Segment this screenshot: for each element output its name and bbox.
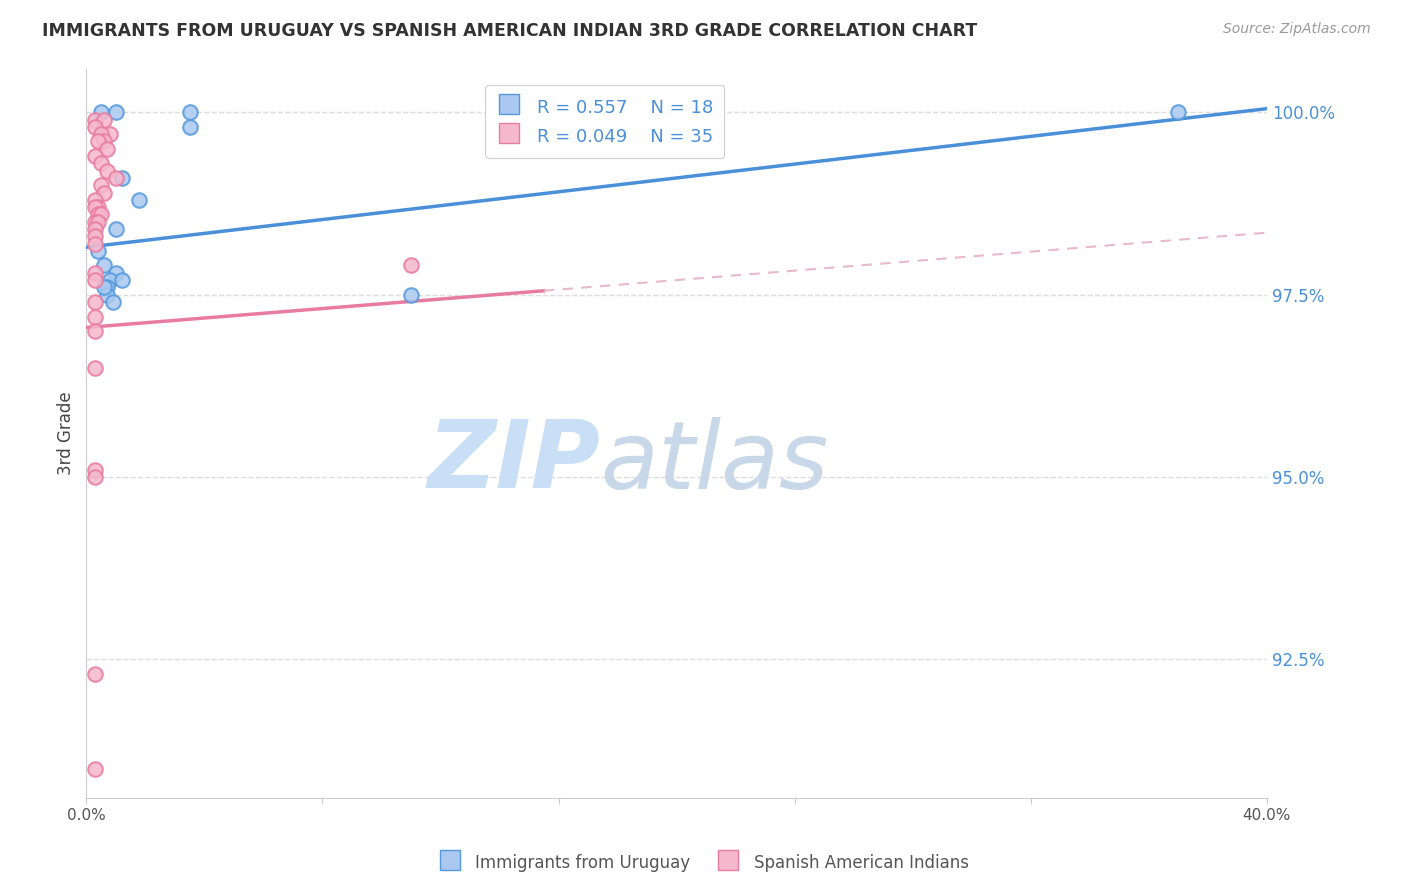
Point: [90, 156, 112, 170]
Point: [90, 105, 112, 120]
Point: [1167, 105, 1189, 120]
Point: [98, 273, 121, 287]
Point: [87, 207, 110, 221]
Point: [90, 207, 112, 221]
Text: IMMIGRANTS FROM URUGUAY VS SPANISH AMERICAN INDIAN 3RD GRADE CORRELATION CHART: IMMIGRANTS FROM URUGUAY VS SPANISH AMERI…: [42, 22, 977, 40]
Point: [399, 259, 422, 273]
Point: [93, 280, 115, 294]
Point: [84, 112, 107, 127]
Point: [87, 200, 110, 214]
Point: [399, 287, 422, 301]
Point: [84, 193, 107, 207]
Point: [84, 667, 107, 681]
Point: [179, 105, 201, 120]
Point: [93, 259, 115, 273]
Point: [104, 266, 127, 280]
Text: Source: ZipAtlas.com: Source: ZipAtlas.com: [1223, 22, 1371, 37]
Point: [96, 142, 118, 156]
Point: [84, 120, 107, 134]
Point: [84, 295, 107, 310]
Point: [93, 135, 115, 149]
Point: [84, 463, 107, 477]
Point: [87, 135, 110, 149]
Point: [84, 236, 107, 251]
Point: [84, 470, 107, 484]
Point: [111, 273, 134, 287]
Point: [90, 178, 112, 193]
Point: [104, 170, 127, 185]
Point: [84, 215, 107, 229]
Point: [84, 149, 107, 163]
Legend: Immigrants from Uruguay, Spanish American Indians: Immigrants from Uruguay, Spanish America…: [430, 846, 976, 880]
Point: [84, 273, 107, 287]
Text: atlas: atlas: [600, 417, 828, 508]
Point: [84, 324, 107, 338]
Point: [93, 112, 115, 127]
Point: [96, 163, 118, 178]
Point: [96, 287, 118, 301]
Point: [84, 229, 107, 244]
Y-axis label: 3rd Grade: 3rd Grade: [58, 392, 75, 475]
Point: [84, 762, 107, 776]
Point: [93, 186, 115, 200]
Point: [87, 244, 110, 258]
Point: [96, 280, 118, 294]
Text: ZIP: ZIP: [427, 417, 600, 508]
Point: [104, 222, 127, 236]
Legend: R = 0.557    N = 18, R = 0.049    N = 35: R = 0.557 N = 18, R = 0.049 N = 35: [485, 85, 724, 158]
Point: [101, 295, 124, 310]
Point: [179, 120, 201, 134]
Point: [84, 200, 107, 214]
Point: [84, 266, 107, 280]
Point: [104, 105, 127, 120]
Point: [98, 127, 121, 141]
Point: [128, 193, 150, 207]
Point: [111, 170, 134, 185]
Point: [87, 215, 110, 229]
Point: [84, 310, 107, 324]
Point: [90, 127, 112, 141]
Point: [84, 222, 107, 236]
Point: [84, 360, 107, 375]
